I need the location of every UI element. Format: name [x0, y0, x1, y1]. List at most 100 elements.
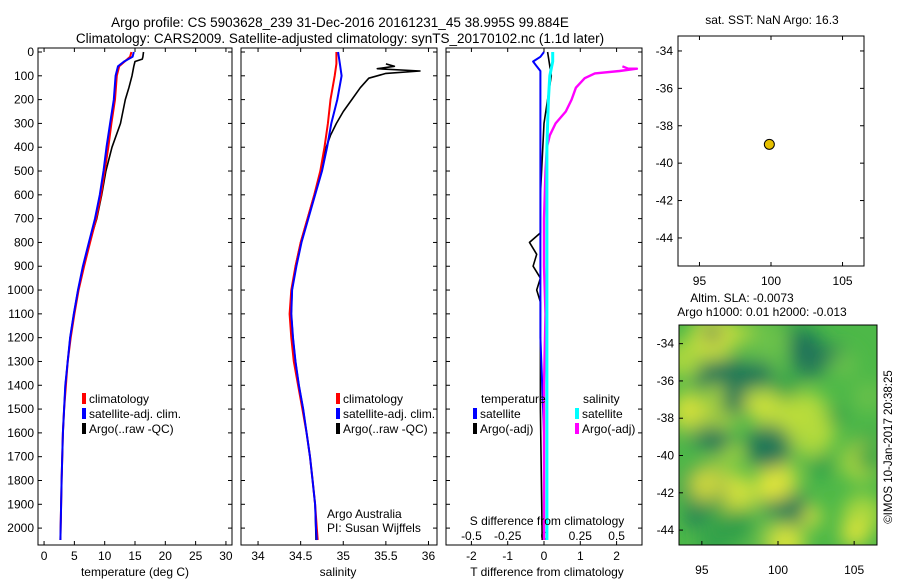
x-tick-label: 100	[768, 563, 788, 577]
legend-swatch-argo	[82, 423, 86, 434]
series-line-temperature-satellite	[532, 51, 545, 540]
legend-label-climatology: climatology	[89, 392, 149, 406]
x-tick-label: 2	[613, 549, 620, 563]
depth-tick-label: 1100	[8, 307, 34, 321]
heatmap-cell	[705, 428, 732, 455]
legend-label-temp-argo: Argo(-adj)	[480, 422, 533, 436]
depth-tick-label: 1600	[7, 426, 34, 440]
salinity-lines	[288, 51, 421, 541]
legend-swatch-argo	[336, 423, 340, 434]
depth-tick-label: 600	[14, 188, 34, 202]
legend-label-sal-satellite: satellite	[582, 407, 623, 421]
depth-tick-label: 100	[14, 69, 34, 83]
legend-label-satellite: satellite-adj. clim.	[343, 407, 435, 421]
legend-label-satellite: satellite-adj. clim.	[89, 407, 181, 421]
y-tick-label: -40	[656, 156, 674, 170]
depth-tick-label: 900	[14, 259, 34, 273]
figure-title-line2: Climatology: CARS2009. Satellite-adjuste…	[76, 31, 604, 46]
salinity-panel: 34 34.5 35 35.5 36 salinity climatology sate…	[240, 47, 438, 579]
y-tick-label: -44	[656, 231, 674, 245]
y-tick-label: -42	[656, 194, 674, 208]
x-tick-label: 35.5	[374, 549, 398, 563]
heatmap-cell	[745, 359, 774, 389]
temperature-lines	[59, 51, 145, 541]
top-tick-label: -0.5	[461, 529, 482, 543]
heatmap-cell	[840, 519, 869, 545]
y-tick-label: -34	[657, 337, 675, 351]
figure-title-line1: Argo profile: CS 5903628_239 31-Dec-2016…	[111, 15, 569, 30]
depth-tick-label: 300	[14, 116, 34, 130]
salinity-x-ticks: 34 34.5 35 35.5 36	[251, 48, 435, 563]
difference-x-ticks: -2 -1 0 1 2	[466, 48, 620, 563]
heatmap-cell	[812, 421, 836, 445]
heatmap-cell	[756, 459, 799, 501]
depth-tick-label: 1500	[7, 402, 34, 416]
heatmap-cell	[679, 339, 704, 379]
depth-tick-label: 700	[14, 212, 34, 226]
sst-map-frame	[677, 35, 865, 267]
heatmap-cell	[685, 509, 704, 529]
y-tick-label: -38	[657, 411, 675, 425]
x-tick-label: 34.5	[289, 549, 313, 563]
x-tick-label: 0	[41, 549, 48, 563]
y-tick-label: -36	[656, 81, 674, 95]
salinity-axes-frame	[240, 47, 438, 546]
legend-swatch-sal-argo	[575, 423, 579, 434]
heatmap-cell	[720, 389, 747, 416]
difference-xlabel: T difference from climatology	[470, 565, 624, 579]
annotation-pi: PI: Susan Wijffels	[327, 521, 421, 535]
x-tick-label: 95	[695, 563, 709, 577]
sla-map-ticks: 95 100 105 -34 -36 -38 -40 -42 -44	[657, 337, 865, 577]
heatmap-cell	[703, 325, 722, 343]
annotation-argo-australia: Argo Australia	[327, 507, 402, 521]
argo-location-dot	[763, 138, 775, 150]
heatmap-cell	[723, 443, 744, 464]
heatmap-cell	[853, 381, 877, 412]
legend-swatch-temp-argo	[473, 423, 477, 434]
legend-swatch-temp-satellite	[473, 408, 477, 419]
difference-top-ticks: -0.5 -0.25 0 0.25 0.5	[461, 529, 625, 543]
x-tick-label: 15	[128, 549, 142, 563]
top-tick-label: -0.25	[494, 529, 522, 543]
series-line-salinity-satellite	[545, 52, 555, 540]
difference-top-xlabel: S difference from climatology	[470, 514, 625, 528]
depth-tick-label: 500	[14, 164, 34, 178]
salinity-xlabel: salinity	[320, 565, 357, 579]
depth-tick-label: 800	[14, 235, 34, 249]
depth-tick-label: 1000	[7, 283, 34, 297]
depth-tick-label: 1400	[7, 378, 34, 392]
heatmap-cell	[808, 453, 834, 478]
heatmap-cell	[768, 524, 806, 545]
legend-label-temp-satellite: satellite	[480, 407, 521, 421]
sst-map-points	[763, 138, 775, 150]
temperature-axes-frame	[37, 47, 233, 546]
x-tick-label: 35	[337, 549, 351, 563]
depth-tick-label: 1800	[7, 473, 34, 487]
heatmap-cell	[707, 383, 725, 401]
sst-map-title: sat. SST: NaN Argo: 16.3	[705, 13, 839, 27]
sst-map-ticks: 95 100 105 -34 -36 -38 -40 -42 -44	[656, 36, 864, 288]
top-tick-label: 0.5	[608, 529, 625, 543]
series-line-salinity-argo-adj-	[542, 65, 639, 540]
heatmap-cell	[721, 507, 758, 543]
heatmap-cell	[856, 445, 877, 473]
legend-header-salinity: salinity	[583, 392, 620, 406]
heatmap-cell	[742, 325, 790, 366]
legend-swatch-satellite	[336, 408, 340, 419]
salinity-legend: climatology satellite-adj. clim. Argo(..…	[336, 392, 435, 436]
legend-swatch-sal-satellite	[575, 408, 579, 419]
x-tick-label: 5	[71, 549, 78, 563]
legend-label-climatology: climatology	[343, 392, 403, 406]
x-tick-label: 36	[422, 549, 436, 563]
x-tick-label: 25	[189, 549, 203, 563]
x-tick-label: -1	[502, 549, 513, 563]
sla-heatmap-blobs	[679, 325, 877, 545]
legend-label-sal-argo: Argo(-adj)	[582, 422, 635, 436]
difference-depth-ticks	[446, 51, 642, 529]
depth-tick-label: 400	[14, 140, 34, 154]
heatmap-cell	[829, 350, 857, 378]
temperature-legend: climatology satellite-adj. clim. Argo(..…	[82, 392, 181, 436]
series-line-satellite-adj-clim-	[290, 51, 343, 541]
legend-header-temperature: temperature	[481, 392, 546, 406]
